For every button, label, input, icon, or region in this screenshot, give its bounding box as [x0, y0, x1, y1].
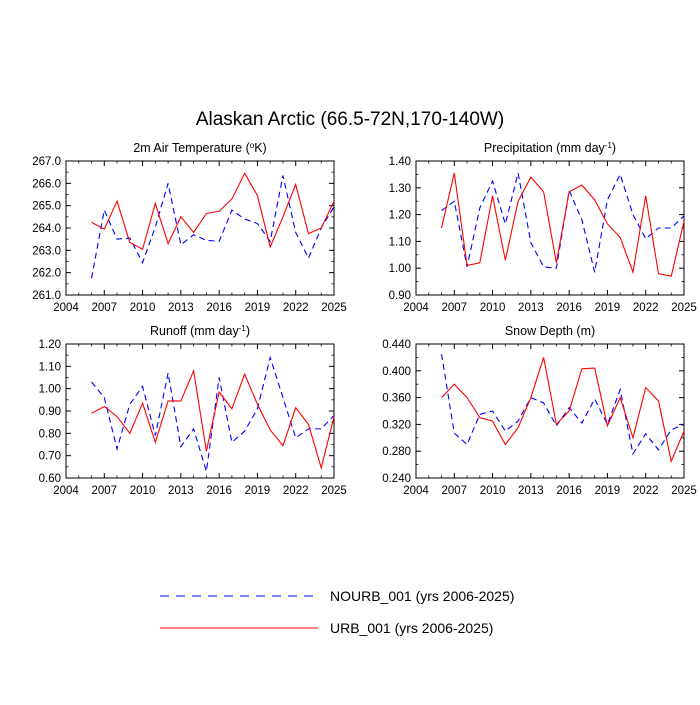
- x-tick-label: 2025: [671, 302, 697, 314]
- panel-title: Snow Depth (m): [505, 324, 595, 338]
- y-tick-label: 0.90: [39, 406, 61, 418]
- x-tick-label: 2019: [595, 302, 621, 314]
- y-tick-label: 1.10: [389, 236, 411, 248]
- series-line-nourb: [90, 175, 335, 279]
- y-tick-label: 1.00: [39, 384, 61, 396]
- panel-2: Precipitation (mm day-1) 2004 2007 2010 2013…: [389, 141, 697, 315]
- y-tick-label: 265.0: [32, 201, 61, 213]
- x-tick-label: 2019: [245, 485, 271, 497]
- series-line-nourb: [91, 355, 335, 472]
- series-line-nourb: [440, 353, 685, 456]
- x-tick-label: 2007: [441, 302, 467, 314]
- x-tick-label: 2010: [130, 302, 156, 314]
- x-tick-label: 2010: [480, 302, 506, 314]
- y-tick-label: 0.440: [382, 339, 411, 351]
- x-tick-label: 2016: [556, 302, 582, 314]
- y-tick-label: 0.60: [39, 473, 61, 485]
- panel-title: 2m Air Temperature (oK): [133, 141, 266, 156]
- x-tick-label: 2004: [53, 485, 79, 497]
- panel-3: Runoff (mm day-1) 2004 2007 2010 2013 2016 201…: [39, 324, 347, 498]
- panel-1: 2m Air Temperature (oK) 2004 2007 2010 2013 2…: [32, 141, 347, 315]
- x-tick-label: 2007: [91, 485, 117, 497]
- y-tick-label: 0.360: [382, 393, 411, 405]
- x-tick-label: 2016: [556, 485, 582, 497]
- x-tick-label: 2007: [441, 485, 467, 497]
- x-tick-label: 2010: [130, 485, 156, 497]
- series-line-urb: [91, 368, 335, 471]
- x-tick-label: 2016: [206, 302, 232, 314]
- x-tick-label: 2004: [53, 302, 79, 314]
- x-tick-label: 2022: [283, 302, 309, 314]
- panel-title: Runoff (mm day-1): [150, 324, 250, 339]
- series-line-urb: [440, 172, 685, 277]
- y-tick-label: 262.0: [32, 268, 61, 280]
- y-tick-label: 263.0: [32, 245, 61, 257]
- y-tick-label: 0.240: [382, 473, 411, 485]
- legend-label: URB_001 (yrs 2006-2025): [330, 620, 493, 636]
- plot-frame: [415, 343, 685, 479]
- y-tick-label: 264.0: [32, 223, 61, 235]
- x-tick-label: 2016: [206, 485, 232, 497]
- y-tick-label: 1.10: [39, 361, 61, 373]
- series-line-nourb: [441, 172, 685, 273]
- y-tick-label: 1.20: [39, 339, 61, 351]
- plot-frame: [65, 160, 335, 296]
- x-tick-label: 2013: [518, 485, 544, 497]
- x-tick-label: 2025: [321, 485, 347, 497]
- series-line-urb: [441, 357, 685, 464]
- x-tick-label: 2013: [168, 485, 194, 497]
- panel-title: Precipitation (mm day-1): [484, 141, 616, 156]
- x-tick-label: 2004: [403, 485, 429, 497]
- y-tick-label: 1.30: [389, 183, 411, 195]
- y-tick-label: 266.0: [32, 178, 61, 190]
- y-tick-label: 1.20: [389, 210, 411, 222]
- y-tick-label: 0.320: [382, 419, 411, 431]
- y-tick-label: 1.00: [389, 263, 411, 275]
- y-tick-label: 1.40: [389, 156, 411, 168]
- y-tick-label: 0.90: [389, 290, 411, 302]
- x-tick-label: 2010: [480, 485, 506, 497]
- x-tick-label: 2019: [595, 485, 621, 497]
- y-tick-label: 0.80: [39, 428, 61, 440]
- x-tick-label: 2022: [283, 485, 309, 497]
- x-tick-label: 2013: [518, 302, 544, 314]
- x-tick-label: 2007: [91, 302, 117, 314]
- y-tick-label: 267.0: [32, 156, 61, 168]
- series-line-urb: [91, 172, 335, 251]
- y-tick-label: 261.0: [32, 290, 61, 302]
- figure-title: Alaskan Arctic (66.5-72N,170-140W): [196, 109, 504, 130]
- panel-4: Snow Depth (m) 2004 2007 2010 2013 2016 2019 20…: [382, 324, 697, 497]
- x-tick-label: 2025: [321, 302, 347, 314]
- x-tick-label: 2004: [403, 302, 429, 314]
- y-tick-label: 0.400: [382, 366, 411, 378]
- x-tick-label: 2025: [671, 485, 697, 497]
- x-tick-label: 2022: [633, 485, 659, 497]
- legend-label: NOURB_001 (yrs 2006-2025): [330, 588, 514, 604]
- y-tick-label: 0.70: [39, 451, 61, 463]
- x-tick-label: 2022: [633, 302, 659, 314]
- x-tick-label: 2013: [168, 302, 194, 314]
- y-tick-label: 0.280: [382, 446, 411, 458]
- x-tick-label: 2019: [245, 302, 271, 314]
- legend: NOURB_001 (yrs 2006-2025) URB_001 (yrs 20…: [160, 588, 514, 636]
